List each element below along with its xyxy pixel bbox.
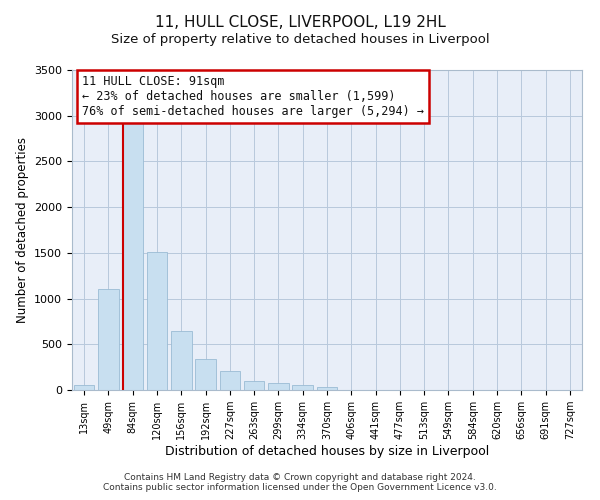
Text: Contains HM Land Registry data © Crown copyright and database right 2024.
Contai: Contains HM Land Registry data © Crown c… [103, 473, 497, 492]
Text: Size of property relative to detached houses in Liverpool: Size of property relative to detached ho… [110, 32, 490, 46]
Bar [122, 120, 143, 390]
X-axis label: Distribution of detached houses by size in Liverpool: Distribution of detached houses by size … [165, 445, 489, 458]
Text: 11, HULL CLOSE, LIVERPOOL, L19 2HL: 11, HULL CLOSE, LIVERPOOL, L19 2HL [155, 15, 445, 30]
Bar [98, 290, 119, 390]
Bar [171, 330, 191, 390]
Bar [220, 372, 240, 390]
Y-axis label: Number of detached properties: Number of detached properties [16, 137, 29, 323]
Bar [244, 381, 265, 390]
Bar [292, 386, 313, 390]
Bar [195, 360, 216, 390]
Bar [317, 387, 337, 390]
Text: 11 HULL CLOSE: 91sqm
← 23% of detached houses are smaller (1,599)
76% of semi-de: 11 HULL CLOSE: 91sqm ← 23% of detached h… [82, 75, 424, 118]
Bar [74, 386, 94, 390]
Bar [146, 252, 167, 390]
Bar [268, 383, 289, 390]
